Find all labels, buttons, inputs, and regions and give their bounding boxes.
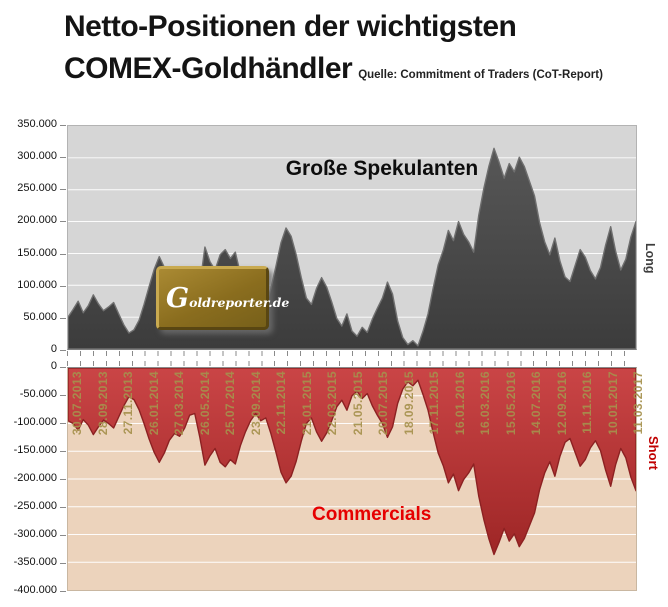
x-axis-date-label: 18.09.2015 [401, 371, 416, 436]
x-axis-date-label: 26.01.2014 [146, 371, 161, 436]
y-axis-tick-label: -200.000 [13, 472, 57, 484]
speculators-plot-area: Goldreporter.de [67, 125, 637, 350]
y-axis-tick-mark [60, 125, 66, 126]
y-axis-tick-mark [60, 535, 66, 536]
x-axis-date-label: 25.07.2014 [223, 371, 237, 436]
y-axis-tick-label: 50.000 [23, 310, 57, 323]
long-axis-label: Long [643, 243, 657, 274]
x-axis-date-label: 22.11.2014 [274, 371, 288, 435]
y-axis-tick-label: 300.000 [17, 150, 57, 163]
y-axis-tick-label: 250.000 [17, 182, 57, 195]
y-axis-tick-label: -300.000 [13, 528, 57, 540]
y-axis-tick-label: -150.000 [13, 444, 57, 456]
x-axis-date-label: 26.05.2014 [197, 371, 212, 436]
y-axis-tick-label: 150.000 [17, 246, 57, 259]
x-axis-date-label: 12.09.2016 [554, 371, 569, 436]
x-axis-date-label: 22.03.2015 [325, 371, 339, 436]
page-title-line2: COMEX-Goldhändler Quelle: Commitment of T… [64, 48, 603, 96]
y-axis-tick-label: -350.000 [13, 556, 57, 568]
y-axis-tick-label: -250.000 [13, 500, 57, 512]
x-axis-date-label: 28.09.2013 [95, 371, 110, 436]
y-axis-tick-mark [60, 350, 66, 351]
y-axis-tick-mark [60, 367, 66, 368]
goldreporter-logo: Goldreporter.de [156, 266, 289, 330]
x-axis-date-label: 17.11.2015 [427, 371, 441, 435]
x-axis-date-label: 21.01.2015 [299, 371, 314, 436]
y-axis-tick-label: -400.000 [13, 584, 57, 596]
y-axis-tick-label: 0 [50, 343, 57, 355]
title-block: Netto-Positionen der wichtigsten COMEX-G… [64, 6, 603, 96]
x-axis-date-label: 11.11.2016 [580, 371, 594, 434]
y-axis-tick-mark [60, 253, 66, 255]
x-axis-date-label: 10.01.2017 [605, 371, 620, 436]
y-axis-tick-mark [60, 285, 66, 287]
x-axis-date-label: 30.07.2013 [70, 371, 84, 436]
speculators-series-label: Große Spekulanten [285, 157, 479, 180]
y-axis-tick-mark [60, 157, 66, 159]
page-title-line1: Netto-Positionen der wichtigsten [64, 10, 517, 43]
x-axis-date-label: 27.11.2013 [121, 371, 135, 435]
page-title-line2-text: COMEX-Goldhändler [64, 52, 353, 85]
y-axis-tick-mark [60, 507, 66, 508]
commercials-series-label: Commercials [312, 504, 432, 525]
y-axis-tick-label: -50.000 [19, 388, 57, 400]
x-axis-date-label: 15.05.2016 [503, 371, 518, 436]
top-x-axis-ticks [67, 351, 637, 356]
x-axis-date-label: 16.01.2016 [452, 371, 467, 436]
y-axis-tick-mark [60, 451, 66, 452]
y-axis-tick-mark [60, 317, 66, 319]
y-axis-tick-label: 0 [50, 360, 57, 372]
bottom-x-axis-ticks [67, 361, 637, 366]
y-axis-tick-mark [60, 479, 66, 480]
x-axis-date-label: 27.03.2014 [172, 371, 186, 436]
x-axis-date-label: 21.05.2015 [350, 371, 365, 436]
y-axis-tick-mark [60, 563, 66, 564]
y-axis-tick-label: 200.000 [17, 214, 57, 227]
short-axis-label: Short [646, 436, 661, 470]
y-axis-tick-mark [60, 189, 66, 191]
commercials-plot-area: 30.07.2013 28.09.2013 27.11.2013 26.01.2014… [67, 367, 645, 591]
y-axis-tick-label: 100.000 [17, 278, 57, 291]
y-axis-tick-mark [60, 591, 66, 592]
x-axis-date-label: 20.07.2015 [376, 371, 390, 436]
source-note: Quelle: Commitment of Traders (CoT-Repor… [358, 69, 603, 81]
x-axis-date-label: 16.03.2016 [478, 371, 492, 436]
y-axis-tick-label: -100.000 [13, 416, 57, 428]
goldreporter-logo-text: Goldreporter.de [166, 282, 290, 314]
y-axis-tick-label: 350.000 [17, 118, 57, 130]
x-axis-date-label: 11.03.2017 [631, 371, 645, 435]
commercials-area-chart [68, 368, 636, 563]
y-axis-tick-mark [60, 423, 66, 424]
x-axis-date-label: 23.09.2014 [248, 371, 263, 436]
x-axis-date-label: 14.07.2016 [529, 371, 543, 436]
y-axis-tick-mark [60, 395, 66, 396]
y-axis-tick-mark [60, 221, 66, 223]
